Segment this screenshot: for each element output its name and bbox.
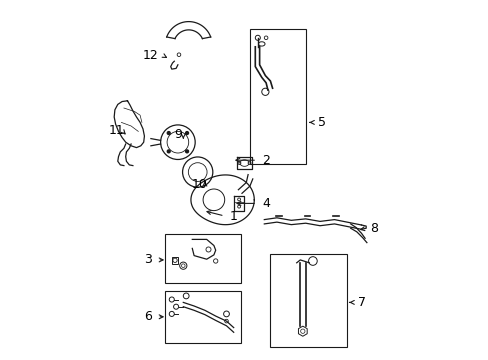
Text: 10: 10	[191, 178, 207, 191]
Circle shape	[167, 132, 170, 135]
Text: 8: 8	[370, 222, 378, 235]
Text: 3: 3	[144, 253, 152, 266]
Text: 12: 12	[142, 49, 158, 62]
Text: 6: 6	[144, 310, 152, 323]
Circle shape	[167, 150, 170, 153]
Text: 1: 1	[230, 210, 238, 222]
Text: 4: 4	[262, 197, 270, 210]
Text: 5: 5	[318, 116, 325, 129]
Text: 2: 2	[262, 154, 270, 167]
Bar	[171, 257, 178, 264]
Bar	[249, 29, 305, 164]
Text: 11: 11	[109, 124, 124, 137]
Text: 7: 7	[357, 296, 365, 309]
Text: 9: 9	[174, 129, 182, 141]
Bar	[269, 254, 346, 347]
Circle shape	[185, 132, 188, 135]
Circle shape	[185, 150, 188, 153]
Bar	[165, 291, 241, 343]
Bar	[165, 234, 241, 283]
